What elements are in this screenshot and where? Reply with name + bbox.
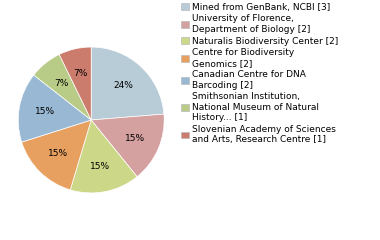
Wedge shape (91, 47, 164, 120)
Legend: Mined from GenBank, NCBI [3], University of Florence,
Department of Biology [2],: Mined from GenBank, NCBI [3], University… (179, 0, 341, 147)
Wedge shape (18, 75, 91, 142)
Text: 24%: 24% (113, 81, 133, 90)
Wedge shape (59, 47, 91, 120)
Wedge shape (70, 120, 137, 193)
Text: 7%: 7% (54, 79, 68, 88)
Text: 7%: 7% (73, 69, 88, 78)
Wedge shape (22, 120, 91, 190)
Text: 15%: 15% (125, 134, 145, 143)
Text: 15%: 15% (48, 149, 68, 158)
Text: 15%: 15% (90, 162, 111, 171)
Wedge shape (91, 114, 164, 177)
Text: 15%: 15% (35, 107, 55, 116)
Wedge shape (34, 54, 91, 120)
